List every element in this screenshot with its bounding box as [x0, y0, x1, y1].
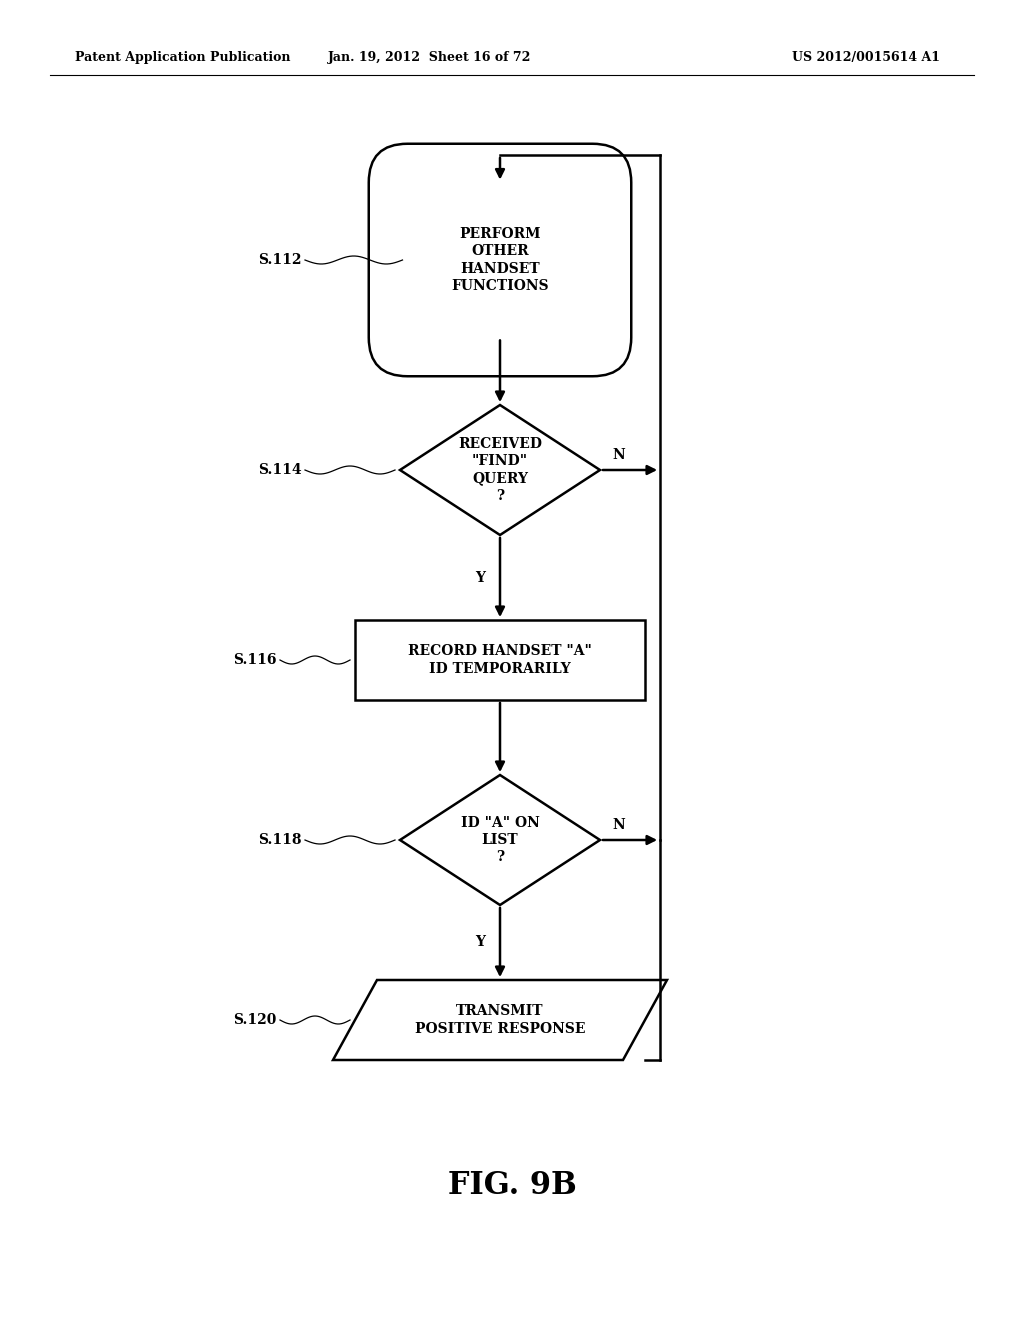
- Text: ID "A" ON
LIST
?: ID "A" ON LIST ?: [461, 816, 540, 865]
- Text: US 2012/0015614 A1: US 2012/0015614 A1: [792, 51, 940, 65]
- Text: Y: Y: [475, 570, 485, 585]
- Text: Patent Application Publication: Patent Application Publication: [75, 51, 291, 65]
- Bar: [355, 620, 645, 700]
- Polygon shape: [400, 405, 600, 535]
- Text: Y: Y: [475, 936, 485, 949]
- Text: PERFORM
OTHER
HANDSET
FUNCTIONS: PERFORM OTHER HANDSET FUNCTIONS: [452, 227, 549, 293]
- Text: RECEIVED
"FIND"
QUERY
?: RECEIVED "FIND" QUERY ?: [458, 437, 542, 503]
- Text: S.112: S.112: [258, 253, 302, 267]
- Text: TRANSMIT
POSITIVE RESPONSE: TRANSMIT POSITIVE RESPONSE: [415, 1005, 586, 1036]
- Polygon shape: [333, 979, 667, 1060]
- Text: S.118: S.118: [258, 833, 302, 847]
- Text: N: N: [612, 818, 625, 832]
- Text: S.114: S.114: [258, 463, 302, 477]
- Text: S.116: S.116: [233, 653, 278, 667]
- Polygon shape: [400, 775, 600, 906]
- Text: RECORD HANDSET "A"
ID TEMPORARILY: RECORD HANDSET "A" ID TEMPORARILY: [408, 644, 592, 676]
- Text: Jan. 19, 2012  Sheet 16 of 72: Jan. 19, 2012 Sheet 16 of 72: [329, 51, 531, 65]
- Text: S.120: S.120: [233, 1012, 278, 1027]
- Text: N: N: [612, 447, 625, 462]
- Text: FIG. 9B: FIG. 9B: [447, 1170, 577, 1200]
- FancyBboxPatch shape: [369, 144, 631, 376]
